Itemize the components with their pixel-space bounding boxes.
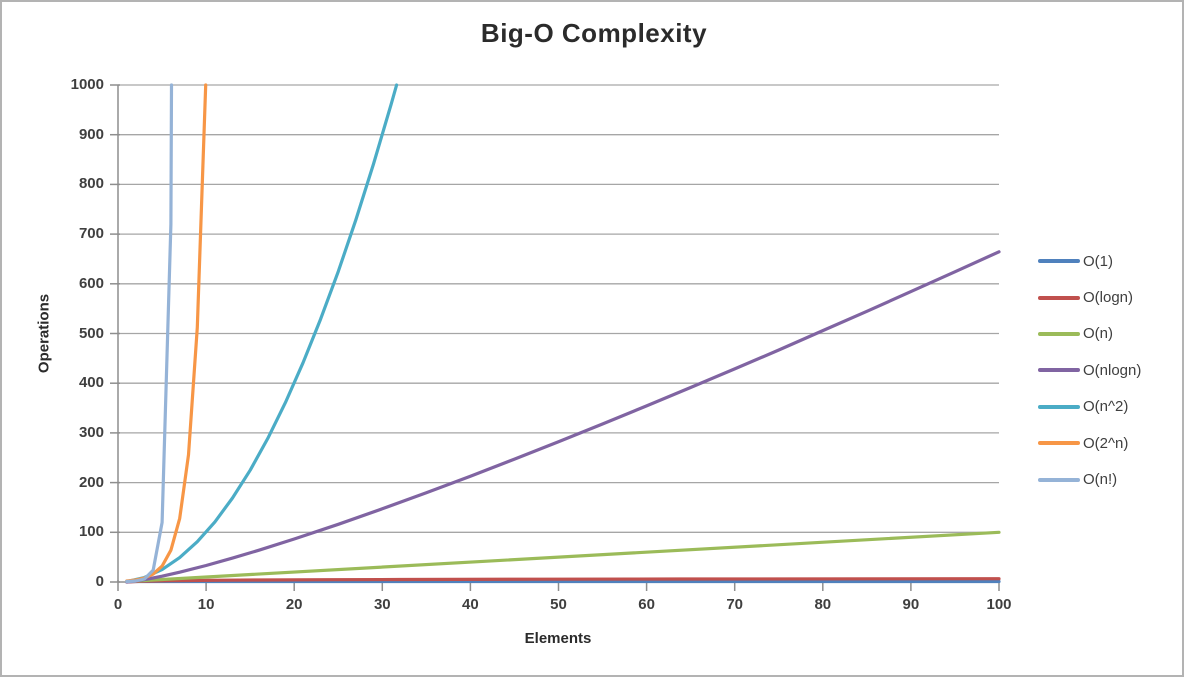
y-tick-label: 200 <box>78 473 104 491</box>
legend-label: O(nlogn) <box>1083 361 1142 379</box>
legend-line-swatch <box>1038 404 1080 409</box>
x-tick-label: 80 <box>814 596 832 613</box>
legend-label: O(2^n) <box>1083 434 1129 452</box>
legend-line-swatch <box>1038 368 1080 373</box>
y-axis-title: Operations <box>35 293 53 374</box>
legend-label: O(n) <box>1083 325 1113 343</box>
legend-item: O(1) <box>1038 243 1141 279</box>
legend-line-swatch <box>1038 441 1080 446</box>
legend-item: O(nlogn) <box>1038 352 1141 388</box>
x-tick-label: 100 <box>986 596 1012 613</box>
x-tick-label: 30 <box>373 596 391 613</box>
legend: O(1) O(logn) O(n) O(nlogn) O(n^2) O(2^n)… <box>1038 243 1141 498</box>
y-tick-label: 700 <box>78 225 104 243</box>
y-tick-label: 600 <box>78 274 104 292</box>
x-tick-label: 60 <box>638 596 655 613</box>
legend-item: O(2^n) <box>1038 425 1141 461</box>
y-tick-label: 900 <box>78 125 104 143</box>
legend-item: O(n!) <box>1038 461 1141 497</box>
legend-item: O(n^2) <box>1038 389 1141 425</box>
legend-line-swatch <box>1038 331 1080 336</box>
legend-line-swatch <box>1038 295 1080 300</box>
y-tick-label: 500 <box>78 324 104 342</box>
x-tick-label: 20 <box>285 596 303 613</box>
legend-label: O(1) <box>1083 252 1113 270</box>
legend-line-swatch <box>1038 477 1080 482</box>
y-tick-label: 300 <box>78 423 104 441</box>
legend-item: O(logn) <box>1038 279 1141 315</box>
x-tick-label: 90 <box>902 596 920 613</box>
x-tick-label: 40 <box>462 596 479 613</box>
x-tick-label: 70 <box>726 596 744 613</box>
x-tick-label: 10 <box>197 596 215 613</box>
legend-label: O(n^2) <box>1083 398 1129 416</box>
y-tick-label: 0 <box>95 573 104 590</box>
y-tick-label: 800 <box>78 175 104 193</box>
y-tick-label: 1000 <box>70 76 104 93</box>
x-tick-label: 0 <box>113 596 123 613</box>
legend-label: O(n!) <box>1083 471 1118 489</box>
y-tick-label: 100 <box>78 523 104 541</box>
y-tick-label: 400 <box>78 374 104 392</box>
legend-item: O(n) <box>1038 316 1141 352</box>
chart-title: Big-O Complexity <box>480 18 708 48</box>
x-axis-title: Elements <box>524 630 592 647</box>
x-tick-label: 50 <box>550 596 567 613</box>
legend-label: O(logn) <box>1083 289 1134 307</box>
legend-line-swatch <box>1038 259 1080 264</box>
